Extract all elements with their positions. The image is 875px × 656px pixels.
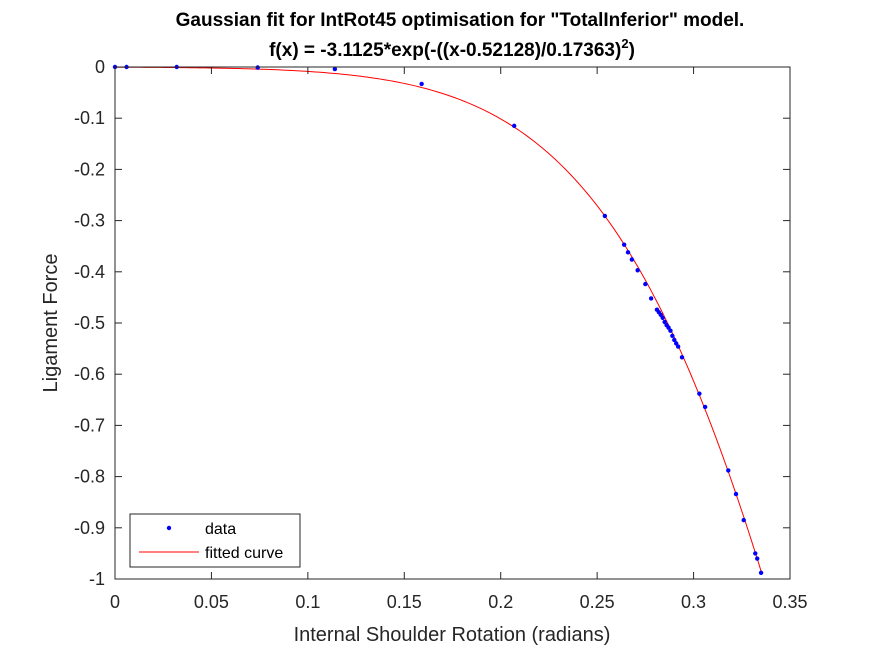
chart-subtitle: f(x) = -3.1125*exp(-((x-0.52128)/0.17363… (269, 36, 635, 61)
data-point (758, 570, 764, 576)
data-point (660, 315, 665, 321)
y-tick-label: -0.4 (74, 262, 105, 282)
data-point (697, 391, 702, 396)
y-axis-label: Ligament Force (40, 254, 62, 393)
y-tick-label: -0.5 (74, 313, 105, 333)
fitted-curve-line (114, 66, 763, 575)
y-tick-label: -0.2 (74, 159, 105, 179)
chart-title: Gaussian fit for IntRot45 optimisation f… (176, 10, 745, 31)
fitted-curve-layer (114, 66, 763, 575)
data-point (643, 281, 648, 287)
x-tick-label: 0.15 (387, 592, 422, 612)
data-point (679, 355, 685, 360)
legend-data-marker (166, 525, 172, 531)
y-tick-label: -0.6 (74, 364, 105, 384)
data-point (512, 123, 517, 129)
data-points-layer (112, 64, 764, 576)
x-tick-label: 0.1 (295, 592, 320, 612)
data-point (419, 81, 424, 87)
x-tick-label: 0.2 (488, 592, 513, 612)
legend-data-label: data (205, 521, 236, 538)
data-point (741, 517, 746, 523)
data-point (635, 268, 640, 273)
legend-box (129, 513, 301, 568)
legend: data fitted curve (129, 513, 301, 568)
data-point (753, 551, 758, 556)
data-point (629, 257, 635, 262)
data-point (255, 65, 260, 70)
subtitle-close-paren: ) (629, 40, 635, 61)
legend-fit-label: fitted curve (205, 545, 283, 562)
data-point (675, 344, 681, 349)
data-point (648, 296, 654, 301)
subtitle-exponent: 2 (621, 36, 628, 51)
data-point (625, 250, 631, 255)
data-point (670, 333, 675, 338)
subtitle-formula: f(x) = -3.1125*exp(-((x-0.52128)/0.17363… (269, 40, 621, 61)
data-point (702, 404, 708, 410)
x-tick-label: 0.3 (681, 592, 706, 612)
data-point (755, 556, 760, 561)
y-tick-label: -0.3 (74, 211, 105, 231)
x-axis-label: Internal Shoulder Rotation (radians) (294, 624, 611, 646)
data-point (668, 328, 673, 333)
y-tick-label: -0.9 (74, 518, 105, 538)
x-tick-label: 0.25 (580, 592, 615, 612)
y-tick-label: -0.8 (74, 467, 105, 487)
plot-area (115, 67, 790, 579)
data-point (672, 337, 677, 343)
x-tick-label: 0.05 (194, 592, 229, 612)
data-point (733, 491, 739, 497)
x-axis-ticks: 0 0.05 0.1 0.15 0.2 0.25 0.3 0.35 (110, 67, 808, 612)
y-axis-ticks: 0 -0.1 -0.2 -0.3 -0.4 -0.5 -0.6 -0.7 -0.8 -0.9 -1 (74, 57, 790, 589)
x-tick-label: 0 (110, 592, 120, 612)
data-point (621, 242, 627, 247)
y-tick-label: -0.7 (74, 415, 105, 435)
x-tick-label: 0.35 (772, 592, 807, 612)
data-point (602, 213, 608, 219)
y-tick-label: -0.1 (74, 108, 105, 128)
y-tick-label: -1 (89, 569, 105, 589)
data-point (726, 468, 731, 473)
data-point (332, 66, 338, 72)
y-tick-label: 0 (95, 57, 105, 77)
